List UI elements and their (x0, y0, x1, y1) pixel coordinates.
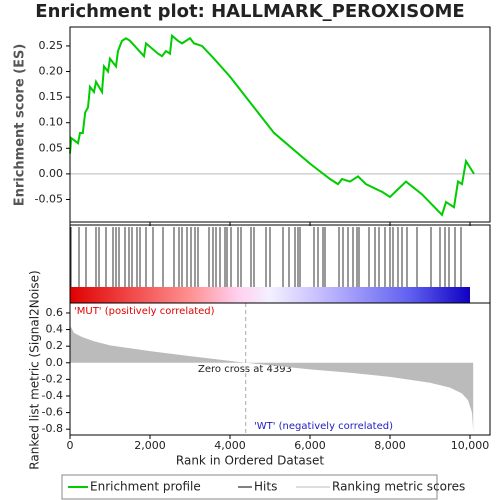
y-axis-label: Enrichment score (ES) (13, 44, 28, 207)
y-tick-label: 0.0 (46, 356, 64, 369)
y-tick-label: -0.2 (42, 372, 63, 385)
legend-label: Ranking metric scores (332, 480, 465, 494)
y-tick-label: 0.4 (46, 323, 64, 336)
y-tick-label: 0.05 (39, 141, 64, 154)
y-tick-label: -0.6 (42, 406, 63, 419)
neg-label: 'WT' (negatively correlated) (254, 421, 393, 432)
es-line (69, 33, 475, 217)
y-tick-label: -0.8 (42, 422, 63, 435)
legend-box (61, 474, 438, 500)
y-tick-label: 0.25 (39, 39, 64, 52)
y-tick-label: 0.00 (39, 167, 64, 180)
y-tick-label: -0.4 (42, 389, 63, 402)
legend-label: Hits (254, 480, 277, 494)
color-bar (70, 287, 470, 303)
y-tick-label: 0.2 (46, 339, 64, 352)
x-tick-label: 0 (67, 439, 74, 452)
x-tick-label: 6,000 (294, 439, 326, 452)
y-tick-label: -0.05 (35, 192, 63, 205)
y-tick-label: 0.15 (39, 90, 64, 103)
zero-cross-label: Zero cross at 4393 (198, 364, 292, 375)
metric-area (70, 325, 474, 431)
plot-frame (69, 302, 491, 436)
plot-frame (69, 26, 491, 223)
chart-title: Enrichment plot: HALLMARK_PEROXISOME (35, 1, 464, 22)
y-axis-label: Ranked list metric (Signal2Noise) (28, 270, 42, 469)
x-tick-label: 2,000 (134, 439, 166, 452)
x-tick-label: 8,000 (374, 439, 406, 452)
x-tick-label: 4,000 (214, 439, 246, 452)
y-tick-label: 0.6 (46, 306, 64, 319)
y-tick-label: 0.10 (39, 116, 64, 129)
x-tick-label: 10,000 (451, 439, 490, 452)
pos-label: 'MUT' (positively correlated) (74, 306, 215, 317)
x-axis-label: Rank in Ordered Dataset (176, 454, 324, 468)
legend-label: Enrichment profile (90, 480, 201, 494)
y-tick-label: 0.20 (39, 65, 64, 78)
